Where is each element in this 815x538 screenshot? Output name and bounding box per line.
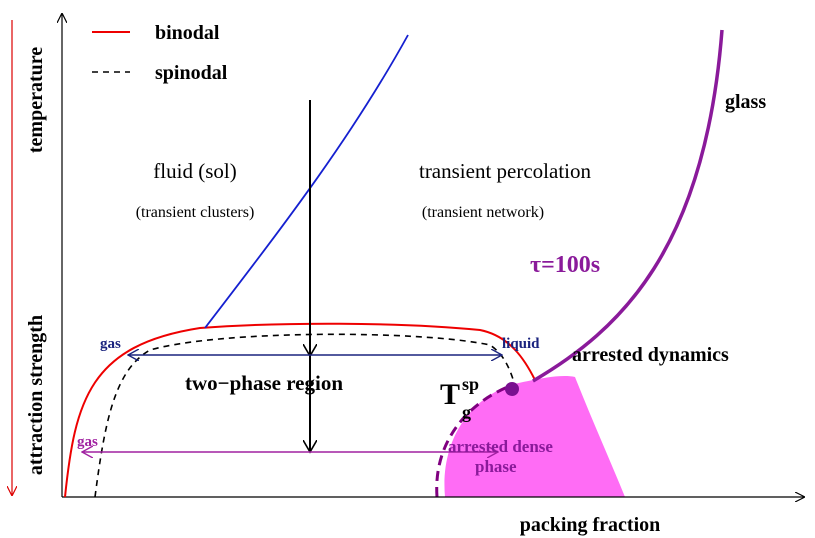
region-subtitle: (transient clusters) — [136, 204, 255, 221]
region-title: arrested dynamics — [572, 344, 729, 366]
region-subtitle: (transient network) — [422, 204, 544, 221]
tg-sup: sp — [462, 374, 479, 394]
tg-sub: g — [462, 402, 471, 422]
arrest-boundary — [435, 384, 511, 498]
axis-label: attraction strength — [25, 315, 47, 475]
axis-label: packing fraction — [520, 514, 661, 536]
percolation-line — [204, 34, 409, 329]
legend-label: spinodal — [155, 62, 228, 84]
phase-label: gas — [100, 336, 121, 352]
region-title: transient percolation — [419, 159, 592, 183]
tg-point — [505, 382, 519, 396]
arrested-region — [444, 375, 625, 497]
tg-label: T — [440, 378, 460, 411]
glass-line — [532, 29, 724, 383]
region-title: phase — [475, 457, 517, 476]
glass-label: glass — [725, 91, 766, 113]
tau-label: τ=100s — [530, 252, 600, 278]
axis-label: temperature — [25, 47, 47, 153]
phase-label: gas — [77, 434, 98, 450]
phase-label: liquid — [502, 336, 540, 352]
region-title: arrested dense — [448, 437, 553, 456]
spinodal-curve — [94, 333, 516, 498]
legend-label: binodal — [155, 22, 220, 44]
region-title: two−phase region — [185, 371, 343, 395]
region-title: fluid (sol) — [153, 159, 236, 183]
binodal-curve — [64, 322, 536, 498]
